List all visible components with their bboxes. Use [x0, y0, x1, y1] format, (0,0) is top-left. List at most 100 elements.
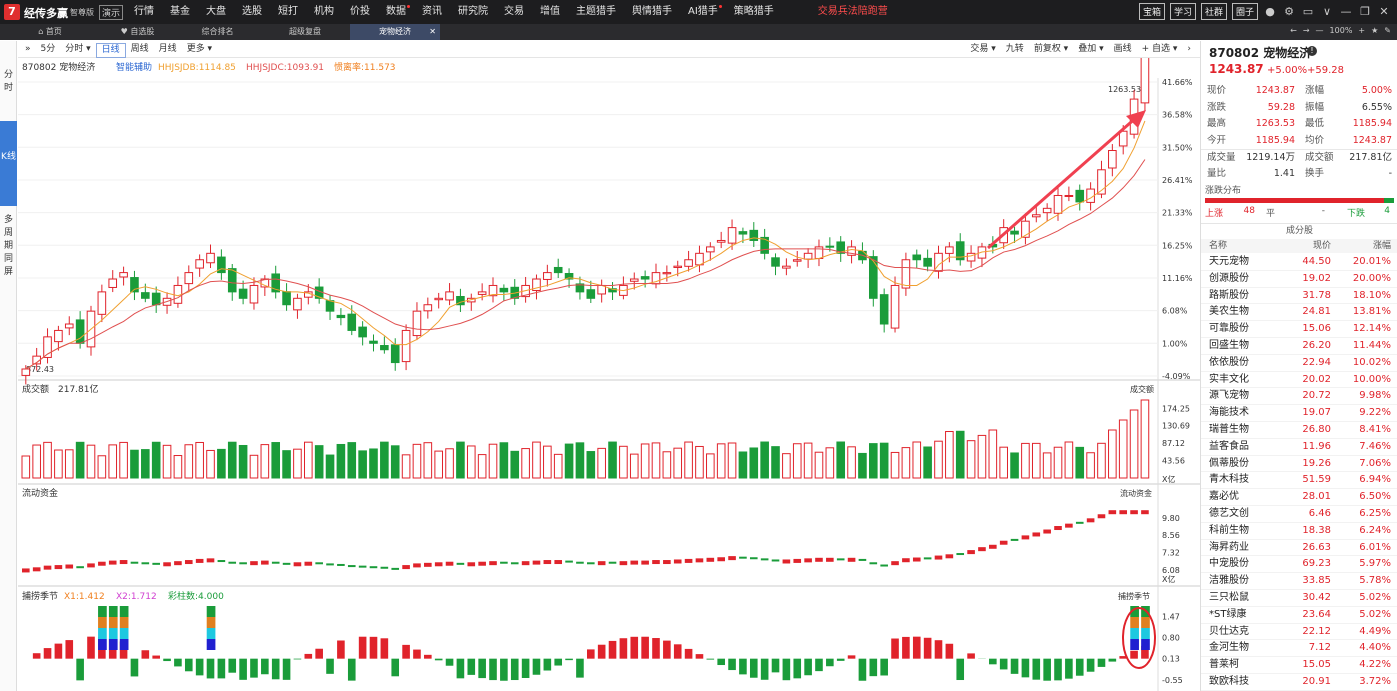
candle[interactable] — [553, 266, 563, 274]
candle[interactable] — [347, 313, 357, 331]
list-item[interactable]: 回盛生物 26.20 11.44% — [1201, 338, 1397, 355]
col-change[interactable]: 涨幅 — [1372, 241, 1391, 251]
list-item[interactable]: 源飞宠物 20.72 9.98% — [1201, 388, 1397, 406]
candle[interactable] — [912, 254, 922, 261]
menu-item[interactable]: 价投 — [350, 6, 370, 17]
candle[interactable] — [716, 239, 726, 243]
menu-item[interactable]: 短打 — [278, 6, 298, 17]
candle[interactable] — [412, 310, 422, 337]
candle[interactable] — [43, 336, 52, 358]
period-more[interactable]: 更多 ▾ — [186, 44, 213, 54]
menu-item[interactable]: 行情 — [134, 6, 154, 17]
candle[interactable] — [738, 231, 748, 235]
menu-item[interactable]: 机构 — [314, 6, 334, 17]
candle[interactable] — [945, 246, 954, 254]
overlay-button[interactable]: 叠加 ▾ — [1078, 44, 1104, 54]
candle[interactable] — [141, 292, 150, 299]
candle[interactable] — [195, 259, 204, 269]
community-button[interactable]: 社群 — [1200, 3, 1227, 20]
candle[interactable] — [477, 291, 487, 295]
period-5min[interactable]: 5分 — [40, 44, 56, 54]
candle[interactable] — [869, 256, 878, 299]
candle[interactable] — [760, 236, 769, 254]
menu-item[interactable]: 选股 — [242, 6, 262, 17]
candle[interactable] — [771, 257, 780, 267]
candle[interactable] — [238, 288, 248, 299]
candle[interactable] — [1031, 214, 1041, 218]
nine-turn-button[interactable]: 九转 — [1005, 44, 1024, 54]
candle[interactable] — [108, 278, 118, 288]
demo-badge[interactable]: 演示 — [99, 5, 124, 20]
list-item[interactable]: 嘉必优 28.01 6.50% — [1201, 489, 1397, 506]
candle[interactable] — [1097, 169, 1106, 195]
candle[interactable] — [955, 241, 965, 261]
list-item[interactable]: 青木科技 51.59 6.94% — [1201, 472, 1397, 490]
col-price[interactable]: 现价 — [1312, 241, 1331, 251]
candle[interactable] — [803, 252, 813, 260]
candle[interactable] — [488, 284, 498, 297]
candle[interactable] — [249, 284, 259, 304]
candle[interactable] — [782, 265, 791, 269]
list-item[interactable]: 贝仕达克 22.12 4.49% — [1201, 624, 1397, 641]
add-watchlist-button[interactable]: + 自选 ▾ — [1141, 44, 1178, 54]
tab-watchlist[interactable]: ♥ 自选股 — [100, 24, 175, 40]
candle[interactable] — [499, 287, 509, 293]
info-icon[interactable]: ! — [1307, 46, 1317, 56]
candle[interactable] — [434, 297, 443, 301]
chart-area[interactable]: 870802 宠物经济 智能辅助 HHJSJDB:1114.85 HHJSJDC… — [18, 58, 1200, 691]
period-daily[interactable]: 日线 — [95, 43, 126, 58]
candle[interactable] — [130, 277, 139, 293]
back-icon[interactable]: ← — [1290, 26, 1297, 35]
pen-icon[interactable]: ✎ — [1384, 26, 1391, 35]
list-item[interactable]: 天元宠物 44.50 20.01% — [1201, 254, 1397, 271]
tab-multi-period[interactable]: 多周期同屏 — [3, 215, 13, 277]
zoom-in-icon[interactable]: + — [1358, 26, 1366, 35]
candle[interactable] — [1021, 220, 1030, 238]
candle[interactable] — [1064, 194, 1074, 197]
list-item[interactable]: 科前生物 18.38 6.24% — [1201, 523, 1397, 540]
candle[interactable] — [749, 229, 759, 241]
menu-item[interactable]: 舆情猎手 — [632, 6, 672, 17]
candle[interactable] — [358, 326, 367, 338]
list-item[interactable]: 路斯股份 31.78 18.10% — [1201, 288, 1397, 305]
menu-item[interactable]: 大盘 — [206, 6, 226, 17]
candle[interactable] — [21, 368, 31, 376]
candle[interactable] — [401, 329, 411, 363]
candle[interactable] — [423, 304, 433, 312]
candle[interactable] — [217, 256, 226, 274]
candle[interactable] — [706, 246, 715, 253]
menu-item[interactable]: 增值 — [540, 6, 560, 17]
candle[interactable] — [640, 276, 650, 280]
candle[interactable] — [1053, 194, 1063, 214]
candle[interactable] — [184, 272, 194, 285]
candle[interactable] — [1108, 150, 1117, 169]
candle[interactable] — [1140, 58, 1150, 104]
menu-item[interactable]: 主题猎手 — [576, 6, 616, 17]
col-name[interactable]: 名称 — [1209, 241, 1228, 251]
menu-item[interactable]: 数据 — [378, 0, 414, 24]
candle[interactable] — [97, 291, 107, 315]
chevron-right-icon[interactable]: › — [1187, 44, 1191, 54]
list-item[interactable]: 瑞普生物 26.80 8.41% — [1201, 422, 1397, 439]
menu-item[interactable]: 资讯 — [422, 6, 442, 17]
candle[interactable] — [325, 300, 335, 312]
tab-pet-economy[interactable]: 宠物经济 ✕ — [350, 24, 440, 40]
candle[interactable] — [901, 259, 911, 289]
expand-icon[interactable]: » — [25, 44, 31, 54]
study-button[interactable]: 学习 — [1169, 3, 1196, 20]
list-item[interactable]: 海能技术 19.07 9.22% — [1201, 405, 1397, 422]
tab-kline[interactable]: K线 — [0, 121, 17, 206]
candle[interactable] — [879, 294, 889, 325]
menu-item[interactable]: 交易 — [504, 6, 524, 17]
draw-button[interactable]: 画线 — [1113, 44, 1132, 54]
list-item[interactable]: 佩蒂股份 19.26 7.06% — [1201, 456, 1397, 473]
candle[interactable] — [282, 291, 291, 306]
menu-item[interactable]: 研究院 — [458, 6, 488, 17]
candle[interactable] — [1042, 207, 1052, 214]
candle[interactable] — [336, 314, 346, 319]
candle[interactable] — [966, 252, 976, 262]
tab-intraday[interactable]: 分时 — [3, 70, 13, 93]
candle[interactable] — [119, 272, 128, 278]
candle[interactable] — [54, 329, 63, 343]
candle[interactable] — [662, 272, 672, 275]
